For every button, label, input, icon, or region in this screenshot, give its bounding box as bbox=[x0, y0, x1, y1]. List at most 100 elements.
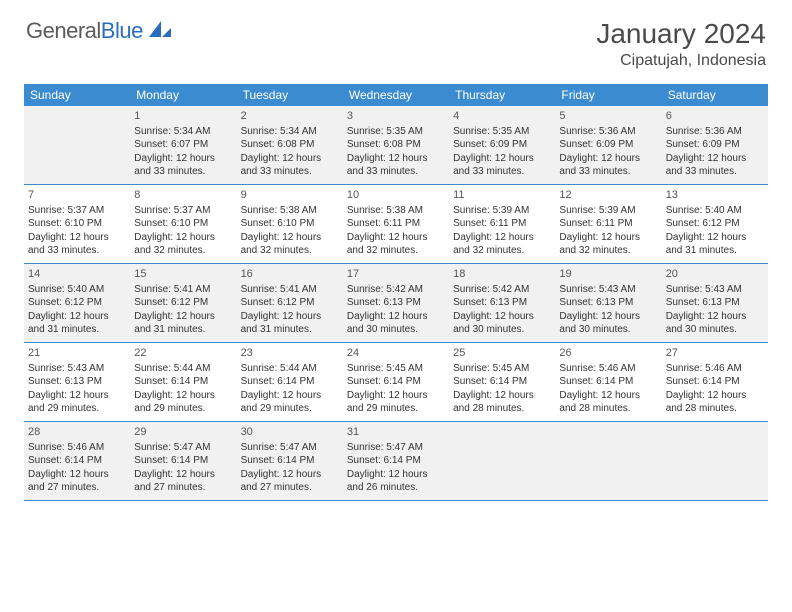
daylight-line: Daylight: 12 hours and 29 minutes. bbox=[347, 389, 445, 416]
sunrise-line: Sunrise: 5:44 AM bbox=[134, 362, 232, 376]
sunrise-line: Sunrise: 5:36 AM bbox=[559, 125, 657, 139]
week-row: 7Sunrise: 5:37 AMSunset: 6:10 PMDaylight… bbox=[24, 185, 768, 264]
daylight-line: Daylight: 12 hours and 31 minutes. bbox=[28, 310, 126, 337]
day-cell: 28Sunrise: 5:46 AMSunset: 6:14 PMDayligh… bbox=[24, 422, 130, 500]
sunset-line: Sunset: 6:14 PM bbox=[347, 454, 445, 468]
day-cell: 25Sunrise: 5:45 AMSunset: 6:14 PMDayligh… bbox=[449, 343, 555, 421]
day-number: 28 bbox=[28, 425, 126, 440]
logo-word2: Blue bbox=[101, 18, 143, 43]
sunrise-line: Sunrise: 5:43 AM bbox=[28, 362, 126, 376]
day-number: 12 bbox=[559, 188, 657, 203]
day-number: 1 bbox=[134, 109, 232, 124]
daylight-line: Daylight: 12 hours and 28 minutes. bbox=[453, 389, 551, 416]
logo-word1: General bbox=[26, 18, 101, 43]
daylight-line: Daylight: 12 hours and 33 minutes. bbox=[559, 152, 657, 179]
weekday-header: Friday bbox=[555, 84, 661, 106]
sunrise-line: Sunrise: 5:34 AM bbox=[134, 125, 232, 139]
sunset-line: Sunset: 6:11 PM bbox=[559, 217, 657, 231]
day-number: 5 bbox=[559, 109, 657, 124]
day-number: 18 bbox=[453, 267, 551, 282]
location: Cipatujah, Indonesia bbox=[596, 52, 766, 70]
day-number: 30 bbox=[241, 425, 339, 440]
day-number: 25 bbox=[453, 346, 551, 361]
day-number: 27 bbox=[666, 346, 764, 361]
sunset-line: Sunset: 6:13 PM bbox=[666, 296, 764, 310]
day-cell: 2Sunrise: 5:34 AMSunset: 6:08 PMDaylight… bbox=[237, 106, 343, 184]
sunrise-line: Sunrise: 5:47 AM bbox=[347, 441, 445, 455]
day-cell: 27Sunrise: 5:46 AMSunset: 6:14 PMDayligh… bbox=[662, 343, 768, 421]
sunset-line: Sunset: 6:12 PM bbox=[28, 296, 126, 310]
sunset-line: Sunset: 6:09 PM bbox=[666, 138, 764, 152]
sunrise-line: Sunrise: 5:47 AM bbox=[134, 441, 232, 455]
daylight-line: Daylight: 12 hours and 28 minutes. bbox=[559, 389, 657, 416]
daylight-line: Daylight: 12 hours and 33 minutes. bbox=[666, 152, 764, 179]
day-number: 17 bbox=[347, 267, 445, 282]
daylight-line: Daylight: 12 hours and 33 minutes. bbox=[347, 152, 445, 179]
sunrise-line: Sunrise: 5:34 AM bbox=[241, 125, 339, 139]
sunset-line: Sunset: 6:13 PM bbox=[28, 375, 126, 389]
daylight-line: Daylight: 12 hours and 31 minutes. bbox=[666, 231, 764, 258]
daylight-line: Daylight: 12 hours and 32 minutes. bbox=[559, 231, 657, 258]
sunset-line: Sunset: 6:12 PM bbox=[134, 296, 232, 310]
daylight-line: Daylight: 12 hours and 27 minutes. bbox=[241, 468, 339, 495]
daylight-line: Daylight: 12 hours and 29 minutes. bbox=[241, 389, 339, 416]
sunrise-line: Sunrise: 5:38 AM bbox=[241, 204, 339, 218]
sunset-line: Sunset: 6:14 PM bbox=[28, 454, 126, 468]
day-number: 15 bbox=[134, 267, 232, 282]
sunset-line: Sunset: 6:13 PM bbox=[453, 296, 551, 310]
sunset-line: Sunset: 6:08 PM bbox=[241, 138, 339, 152]
daylight-line: Daylight: 12 hours and 30 minutes. bbox=[347, 310, 445, 337]
sunrise-line: Sunrise: 5:36 AM bbox=[666, 125, 764, 139]
calendar: SundayMondayTuesdayWednesdayThursdayFrid… bbox=[24, 84, 768, 501]
sunrise-line: Sunrise: 5:43 AM bbox=[666, 283, 764, 297]
day-cell: 12Sunrise: 5:39 AMSunset: 6:11 PMDayligh… bbox=[555, 185, 661, 263]
daylight-line: Daylight: 12 hours and 26 minutes. bbox=[347, 468, 445, 495]
sunset-line: Sunset: 6:09 PM bbox=[559, 138, 657, 152]
day-number: 9 bbox=[241, 188, 339, 203]
day-cell: 24Sunrise: 5:45 AMSunset: 6:14 PMDayligh… bbox=[343, 343, 449, 421]
sunset-line: Sunset: 6:14 PM bbox=[134, 375, 232, 389]
day-number: 3 bbox=[347, 109, 445, 124]
day-number: 13 bbox=[666, 188, 764, 203]
day-cell: 1Sunrise: 5:34 AMSunset: 6:07 PMDaylight… bbox=[130, 106, 236, 184]
sunrise-line: Sunrise: 5:46 AM bbox=[28, 441, 126, 455]
daylight-line: Daylight: 12 hours and 33 minutes. bbox=[28, 231, 126, 258]
daylight-line: Daylight: 12 hours and 30 minutes. bbox=[559, 310, 657, 337]
daylight-line: Daylight: 12 hours and 27 minutes. bbox=[28, 468, 126, 495]
day-cell: 21Sunrise: 5:43 AMSunset: 6:13 PMDayligh… bbox=[24, 343, 130, 421]
sunrise-line: Sunrise: 5:35 AM bbox=[347, 125, 445, 139]
weekday-header: Saturday bbox=[662, 84, 768, 106]
daylight-line: Daylight: 12 hours and 32 minutes. bbox=[347, 231, 445, 258]
day-cell: 26Sunrise: 5:46 AMSunset: 6:14 PMDayligh… bbox=[555, 343, 661, 421]
sunset-line: Sunset: 6:14 PM bbox=[453, 375, 551, 389]
day-cell: 14Sunrise: 5:40 AMSunset: 6:12 PMDayligh… bbox=[24, 264, 130, 342]
daylight-line: Daylight: 12 hours and 29 minutes. bbox=[28, 389, 126, 416]
day-cell: 29Sunrise: 5:47 AMSunset: 6:14 PMDayligh… bbox=[130, 422, 236, 500]
sunset-line: Sunset: 6:14 PM bbox=[134, 454, 232, 468]
day-cell: 8Sunrise: 5:37 AMSunset: 6:10 PMDaylight… bbox=[130, 185, 236, 263]
sunrise-line: Sunrise: 5:45 AM bbox=[347, 362, 445, 376]
weekday-header: Monday bbox=[130, 84, 236, 106]
sunset-line: Sunset: 6:10 PM bbox=[241, 217, 339, 231]
week-row: 21Sunrise: 5:43 AMSunset: 6:13 PMDayligh… bbox=[24, 343, 768, 422]
day-number: 2 bbox=[241, 109, 339, 124]
weekday-header: Sunday bbox=[24, 84, 130, 106]
day-cell bbox=[662, 422, 768, 500]
day-cell: 22Sunrise: 5:44 AMSunset: 6:14 PMDayligh… bbox=[130, 343, 236, 421]
week-row: 1Sunrise: 5:34 AMSunset: 6:07 PMDaylight… bbox=[24, 106, 768, 185]
day-cell: 17Sunrise: 5:42 AMSunset: 6:13 PMDayligh… bbox=[343, 264, 449, 342]
sunset-line: Sunset: 6:13 PM bbox=[559, 296, 657, 310]
sunrise-line: Sunrise: 5:43 AM bbox=[559, 283, 657, 297]
sunrise-line: Sunrise: 5:46 AM bbox=[559, 362, 657, 376]
sunset-line: Sunset: 6:08 PM bbox=[347, 138, 445, 152]
day-cell bbox=[24, 106, 130, 184]
day-number: 29 bbox=[134, 425, 232, 440]
day-cell: 4Sunrise: 5:35 AMSunset: 6:09 PMDaylight… bbox=[449, 106, 555, 184]
weekday-header: Tuesday bbox=[237, 84, 343, 106]
sunrise-line: Sunrise: 5:46 AM bbox=[666, 362, 764, 376]
sunrise-line: Sunrise: 5:40 AM bbox=[666, 204, 764, 218]
daylight-line: Daylight: 12 hours and 33 minutes. bbox=[134, 152, 232, 179]
day-number: 6 bbox=[666, 109, 764, 124]
day-cell: 30Sunrise: 5:47 AMSunset: 6:14 PMDayligh… bbox=[237, 422, 343, 500]
sunset-line: Sunset: 6:14 PM bbox=[241, 454, 339, 468]
